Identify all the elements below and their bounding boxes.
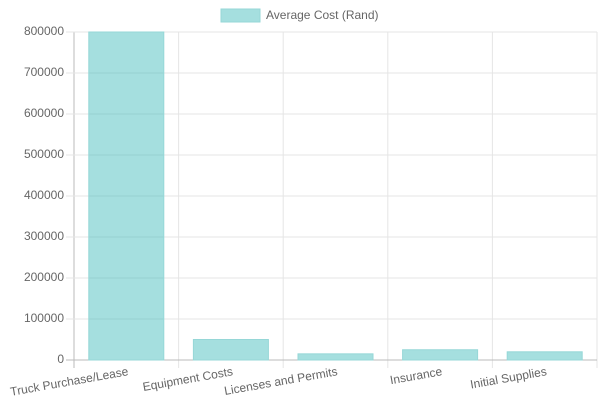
y-tick-label: 500000 [24, 147, 64, 161]
x-tick-label: Insurance [389, 364, 444, 387]
x-tick-label: Initial Supplies [469, 364, 548, 391]
y-tick-label: 100000 [24, 311, 64, 325]
bar [402, 349, 479, 361]
x-tick-label: Truck Purchase/Lease [9, 364, 130, 399]
bar [297, 353, 374, 361]
y-tick-label: 700000 [24, 65, 64, 79]
y-tick-label: 600000 [24, 106, 64, 120]
bar [88, 31, 165, 361]
y-tick-label: 200000 [24, 270, 64, 284]
y-tick-label: 400000 [24, 188, 64, 202]
x-tick-label: Equipment Costs [142, 364, 234, 394]
bar [192, 339, 269, 361]
x-tick-label: Licenses and Permits [223, 364, 338, 398]
y-tick-label: 300000 [24, 229, 64, 243]
legend-swatch[interactable] [220, 8, 261, 23]
legend-label[interactable]: Average Cost (Rand) [266, 8, 379, 22]
bar [506, 351, 583, 361]
y-tick-label: 0 [57, 352, 64, 366]
y-tick-label: 800000 [24, 24, 64, 38]
